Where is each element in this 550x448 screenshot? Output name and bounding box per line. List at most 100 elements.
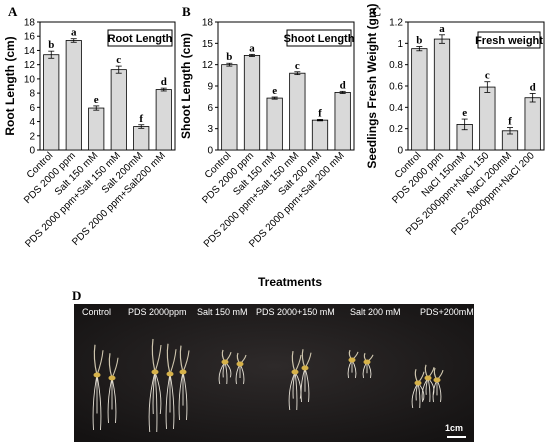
seedling-root: [169, 373, 175, 430]
y-tick-label: 0.4: [389, 103, 403, 114]
significance-letter: a: [439, 23, 445, 35]
panel-letter: C: [372, 4, 381, 19]
bar: [133, 126, 150, 151]
seedling-root: [182, 371, 188, 421]
seedling: [362, 352, 374, 379]
y-tick-label: 12: [202, 60, 214, 71]
seedling: [411, 369, 425, 409]
bar: [411, 48, 428, 151]
seedling-root: [300, 367, 306, 403]
seedling-root: [107, 377, 113, 424]
bar: [334, 92, 351, 151]
seedling: [421, 364, 435, 403]
y-tick-label: 2: [29, 131, 35, 142]
seedling: [235, 352, 247, 385]
seed: [363, 359, 371, 365]
y-tick-label: 0: [29, 146, 35, 157]
seed: [301, 365, 309, 371]
x-axis-title: Treatments: [258, 275, 322, 289]
seed: [348, 357, 356, 363]
seedling-root: [152, 371, 156, 415]
y-tick-label: 12: [24, 60, 36, 71]
chart-title-box: [286, 29, 352, 47]
seedling-root: [294, 371, 298, 411]
bar: [433, 38, 451, 151]
bar: [88, 107, 105, 151]
seedling: [92, 344, 104, 431]
seedling-root: [304, 367, 310, 403]
seedling: [288, 350, 302, 411]
y-tick-label: 0.8: [389, 60, 403, 71]
seedling-root: [148, 371, 156, 433]
significance-letter: d: [161, 76, 167, 88]
significance-letter: f: [139, 113, 143, 125]
significance-letter: b: [416, 35, 422, 47]
significance-letter: b: [48, 39, 54, 51]
y-tick-label: 18: [202, 18, 214, 29]
significance-letter: d: [530, 81, 536, 93]
seed: [108, 375, 116, 381]
seedling-root: [92, 374, 98, 431]
bar: [524, 97, 541, 151]
seed: [179, 369, 187, 375]
seed: [166, 371, 174, 377]
seedling: [347, 349, 359, 379]
panel-letter: A: [8, 4, 18, 19]
bar: [110, 69, 127, 151]
y-tick-label: 15: [202, 39, 214, 50]
y-axis-label: Root Length (cm): [3, 36, 17, 135]
seedling: [432, 367, 444, 403]
y-axis-label: Seedlings Fresh Weight (gm): [365, 3, 379, 168]
y-axis-label: Shoot Length (cm): [179, 33, 193, 139]
y-tick-label: 6: [29, 103, 35, 114]
chart-title: Shoot Length: [284, 33, 355, 45]
seedling-root: [178, 371, 184, 421]
seed: [424, 375, 432, 381]
seedling-root: [111, 377, 117, 424]
seed: [414, 380, 422, 386]
chart-title: Root Length: [108, 33, 173, 45]
significance-letter: c: [485, 70, 490, 82]
seedling-root: [154, 371, 162, 415]
seedling: [300, 349, 312, 403]
chart-panel-c: C 0 0.2 0.4 0.6 0.8 1 1.2 Seedlings Fresh Weight…: [365, 3, 545, 238]
chart-title-box: [477, 31, 541, 49]
chart-title-box: [107, 29, 173, 47]
y-tick-label: 4: [29, 117, 35, 128]
seed: [236, 361, 244, 367]
significance-letter: e: [462, 107, 467, 119]
seedling-shoot: [154, 344, 162, 373]
seed: [151, 369, 159, 375]
photo-background: [74, 304, 474, 442]
bar: [289, 72, 306, 151]
bar: [65, 40, 82, 151]
seedling: [107, 353, 119, 424]
y-tick-label: 14: [24, 46, 36, 57]
seedling-root: [154, 371, 158, 433]
seedling-root: [96, 374, 102, 431]
significance-letter: d: [340, 79, 346, 91]
bar: [155, 89, 172, 151]
y-tick-label: 16: [24, 32, 36, 43]
photo-treatment-label: PDS 2000ppm: [128, 307, 187, 317]
seed: [433, 377, 441, 383]
seed: [93, 372, 101, 378]
bar: [221, 64, 238, 151]
seed: [291, 369, 299, 375]
y-tick-label: 0: [397, 146, 403, 157]
photo-treatment-label: Control: [82, 307, 111, 317]
seedling-root: [165, 373, 171, 430]
seedling: [148, 338, 162, 433]
seedling-shoot: [93, 344, 98, 376]
bar: [266, 97, 283, 151]
bar: [479, 86, 496, 151]
seed: [221, 359, 229, 365]
significance-letter: a: [249, 42, 255, 54]
y-tick-label: 18: [24, 18, 36, 29]
y-tick-label: 0.6: [389, 82, 403, 93]
significance-letter: e: [94, 94, 99, 106]
